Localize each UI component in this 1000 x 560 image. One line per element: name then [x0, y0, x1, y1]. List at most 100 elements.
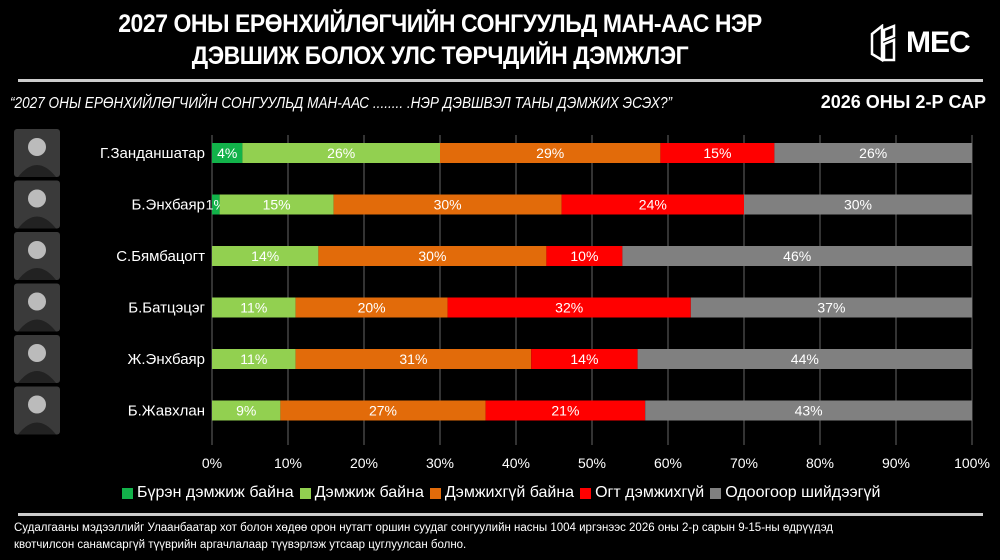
bar-segment: [212, 194, 220, 215]
survey-period: 2026 ОНЫ 2-Р САР: [820, 92, 986, 112]
x-tick-label: 100%: [954, 455, 990, 471]
legend-label: Дэмжиж байна: [314, 484, 424, 501]
data-label: 30%: [844, 197, 872, 213]
footnote-line-2: квотчилсон санамсаргүй түүврийн аргачлал…: [14, 539, 467, 551]
data-label: 10%: [570, 248, 598, 264]
mec-logo: MEC: [868, 24, 971, 62]
footnote: Судалгааны мэдээллийг Улаанбаатар хот бо…: [14, 520, 994, 554]
candidate-photo-body: [18, 165, 56, 177]
bar-segment: [333, 194, 562, 215]
data-label: 30%: [434, 197, 462, 213]
bar-segment: [212, 349, 296, 369]
legend-swatch: [122, 487, 133, 499]
data-label: 46%: [783, 248, 811, 264]
category-label: Б.Энхбаяр: [132, 197, 205, 214]
bar-segment: [447, 297, 691, 318]
x-tick-label: 30%: [426, 455, 454, 471]
data-label: 11%: [240, 351, 267, 367]
data-label: 32%: [555, 300, 583, 316]
logo-mark-icon: [870, 24, 896, 62]
title-line-2: ДЭВШИЖ БОЛОХ УЛС ТӨРЧДИЙН ДЭМЖЛЭГ: [191, 42, 689, 70]
bar-segment: [242, 143, 440, 163]
bar-segment: [212, 143, 243, 163]
x-tick-label: 60%: [654, 455, 682, 471]
candidate-photo-head: [28, 344, 46, 362]
title-line-1: 2027 ОНЫ ЕРӨНХИЙЛӨГЧИЙН СОНГУУЛЬД МАН-АА…: [118, 10, 762, 38]
candidate-photo-head: [28, 138, 46, 156]
bar-segment: [531, 349, 638, 369]
x-tick-label: 40%: [502, 455, 530, 471]
bar-segment: [546, 246, 623, 266]
candidate-photo-head: [28, 189, 46, 208]
x-tick-label: 10%: [274, 455, 302, 471]
candidate-photo-head: [28, 292, 46, 311]
data-label: 43%: [795, 403, 823, 419]
x-tick-label: 50%: [578, 455, 606, 471]
x-tick-label: 20%: [350, 455, 378, 471]
top-divider: [18, 79, 983, 82]
legend-swatch: [580, 487, 592, 499]
bar-segment: [660, 143, 775, 163]
bar-segment: [774, 143, 972, 163]
footnote-line-1: Судалгааны мэдээллийг Улаанбаатар хот бо…: [14, 522, 834, 534]
bar-segment: [637, 349, 972, 369]
data-label: 26%: [859, 145, 887, 161]
data-label: 14%: [251, 248, 279, 264]
bar-segment: [212, 246, 319, 266]
data-label: 21%: [551, 403, 579, 419]
candidate-photo-body: [18, 371, 56, 383]
data-label: 27%: [369, 403, 397, 419]
logo-text: MEC: [906, 26, 971, 59]
legend-item: Бүрэн дэмжиж байна: [122, 484, 294, 502]
data-label: 44%: [791, 351, 819, 367]
bar-segment: [212, 400, 281, 421]
data-label: 37%: [817, 300, 845, 316]
legend-item: Огт дэмжихгүй: [580, 484, 704, 502]
stacked-bar-chart: 0% 10% 20% 30% 40% 50% 60% 70% 80% 90% 100% Г.Занда…: [14, 129, 990, 471]
data-label: 15%: [263, 197, 291, 213]
candidate-photo-head: [28, 395, 46, 414]
data-label: 14%: [570, 351, 598, 367]
legend-label: Дэмжихгүй байна: [444, 484, 575, 501]
category-label: С.Бямбацогт: [116, 248, 205, 265]
legend-label: Одоогоор шийдээгүй: [725, 484, 881, 501]
candidate-photo-body: [18, 319, 56, 332]
bar-segment: [622, 246, 972, 266]
bar-segment: [219, 194, 334, 215]
bar-segment: [295, 297, 448, 318]
bar-segment: [561, 194, 744, 215]
legend-swatch: [299, 487, 311, 499]
survey-question: “2027 ОНЫ ЕРӨНХИЙЛӨГЧИЙН СОНГУУЛЬД МАН-А…: [10, 95, 673, 112]
x-tick-label: 80%: [806, 455, 834, 471]
bar-segment: [485, 400, 646, 421]
bar-segment: [744, 194, 972, 215]
candidate-photo-head: [28, 241, 46, 259]
bottom-divider: [18, 513, 983, 516]
category-label: Б.Батцэцэг: [128, 300, 205, 317]
data-label: 29%: [536, 145, 564, 161]
data-label: 4%: [217, 145, 237, 161]
legend-item: Дэмжихгүй байна: [429, 484, 575, 502]
bar-segment: [440, 143, 661, 163]
bar-segment: [212, 297, 296, 318]
category-label: Г.Занданшатар: [100, 145, 205, 162]
x-tick-label: 0%: [202, 455, 222, 471]
candidate-photo-body: [18, 216, 56, 229]
legend: Бүрэн дэмжиж байна Дэмжиж байна Дэмжихгүй …: [122, 484, 880, 502]
candidate-photo-body: [18, 268, 56, 280]
bar-segment: [295, 349, 532, 369]
legend-swatch: [710, 487, 722, 499]
bar-segment: [280, 400, 486, 421]
category-label: Б.Жавхлан: [128, 403, 205, 420]
data-label: 20%: [358, 300, 386, 316]
category-label: Ж.Энхбаяр: [128, 351, 205, 368]
data-label: 24%: [639, 197, 667, 213]
candidate-photo-body: [18, 422, 56, 435]
bar-segment: [645, 400, 972, 421]
data-label: 31%: [399, 351, 427, 367]
x-tick-label: 90%: [882, 455, 910, 471]
data-label: 9%: [236, 403, 256, 419]
data-label: 26%: [327, 145, 355, 161]
data-label: 30%: [418, 248, 446, 264]
chart-title: 2027 ОНЫ ЕРӨНХИЙЛӨГЧИЙН СОНГУУЛЬД МАН-АА…: [90, 8, 789, 72]
